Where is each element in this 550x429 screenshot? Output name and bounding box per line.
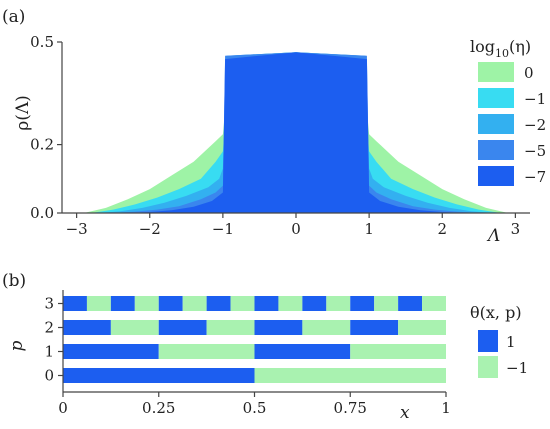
heatmap-cell <box>158 344 255 359</box>
y-tick-label: 3 <box>44 295 54 313</box>
heatmap-cell <box>398 320 446 335</box>
heatmap-cell <box>302 296 327 311</box>
heatmap-cell <box>230 296 255 311</box>
x-tick-label: 0.5 <box>243 399 267 417</box>
x-tick-label: −2 <box>139 220 161 238</box>
legend-swatch <box>478 166 514 186</box>
panel-b-legend: θ(x, p) 1−1 <box>470 303 528 378</box>
legend-swatch <box>478 114 514 134</box>
heatmap-cell <box>398 296 423 311</box>
panel-a: (a) −3 −2 −1 0 1 2 3 0.0 0.2 0.5 ρ(Λ) Λ log10(η) … <box>2 7 546 246</box>
heatmap-cell <box>206 320 255 335</box>
y-tick-label: 0 <box>44 367 54 385</box>
heatmap-cell <box>63 296 87 311</box>
legend-label: −5 <box>524 142 546 160</box>
panel-b-ylabel: p <box>7 340 27 351</box>
heatmap-cell <box>110 296 135 311</box>
heatmap-cell <box>86 296 111 311</box>
y-tick-label: 1 <box>44 343 54 361</box>
heatmap-cell <box>350 296 375 311</box>
y-tick-label: 2 <box>44 319 54 337</box>
panel-b-legend-items: 1−1 <box>478 330 528 378</box>
panel-b-axes: 0 0.25 0.5 0.75 1 3 2 1 0 <box>44 290 451 417</box>
x-tick-label: 1 <box>364 220 374 238</box>
heatmap-cell <box>254 296 279 311</box>
panel-a-xlabel: Λ <box>486 226 500 246</box>
heatmap-cell <box>63 320 111 335</box>
heatmap-cell <box>63 344 159 359</box>
panel-a-legend-items: 0 −1 −2 −5 −7 <box>478 62 546 186</box>
heatmap-cell <box>350 344 446 359</box>
x-tick-label: 2 <box>437 220 447 238</box>
y-tick-label: 0.0 <box>30 204 54 222</box>
heatmap-cell <box>158 296 183 311</box>
x-tick-label: 0 <box>58 399 68 417</box>
legend-swatch <box>478 88 514 108</box>
legend-label: −1 <box>524 90 546 108</box>
panel-b-rows <box>63 296 446 383</box>
heatmap-cell <box>134 296 159 311</box>
legend-title-base: log <box>470 37 495 56</box>
panel-b-label: (b) <box>2 271 26 291</box>
legend-swatch <box>478 356 498 378</box>
heatmap-cell <box>326 296 351 311</box>
heatmap-cell <box>350 320 399 335</box>
heatmap-cell <box>422 296 446 311</box>
series-area-4 <box>127 52 465 213</box>
panel-a-legend-title: log10(η) <box>470 37 531 60</box>
heatmap-cell <box>302 320 351 335</box>
x-tick-label: 0.75 <box>334 399 367 417</box>
legend-title-sub: 10 <box>495 47 509 60</box>
heatmap-cell <box>374 296 399 311</box>
legend-label: −1 <box>506 359 528 377</box>
x-tick-label: −3 <box>66 220 88 238</box>
heatmap-cell <box>182 296 207 311</box>
legend-swatch <box>478 330 498 352</box>
x-tick-label: 0 <box>291 220 301 238</box>
heatmap-cell <box>254 344 351 359</box>
legend-title-arg: (η) <box>509 37 531 56</box>
legend-swatch <box>478 62 514 82</box>
legend-label: 0 <box>524 64 534 82</box>
panel-b-legend-title: θ(x, p) <box>470 303 522 322</box>
legend-label: −2 <box>524 116 546 134</box>
heatmap-cell <box>254 320 303 335</box>
heatmap-cell <box>63 368 255 383</box>
panel-a-ylabel: ρ(Λ) <box>13 95 33 131</box>
x-tick-label: 1 <box>441 399 451 417</box>
y-tick-label: 0.2 <box>30 136 54 154</box>
heatmap-cell <box>254 368 446 383</box>
legend-label: −7 <box>524 168 546 186</box>
heatmap-cell <box>278 296 303 311</box>
x-tick-label: −1 <box>212 220 234 238</box>
x-tick-label: 0.25 <box>142 399 175 417</box>
panel-a-label: (a) <box>2 7 25 27</box>
panel-a-series-group <box>83 52 509 213</box>
heatmap-cell <box>110 320 159 335</box>
panel-a-legend: log10(η) 0 −1 −2 −5 −7 <box>470 37 546 186</box>
heatmap-cell <box>206 296 231 311</box>
x-tick-label: 3 <box>511 220 521 238</box>
panel-a-axes: −3 −2 −1 0 1 2 3 0.0 0.2 0.5 <box>30 33 530 238</box>
legend-swatch <box>478 140 514 160</box>
panel-b-xlabel: x <box>400 403 410 423</box>
heatmap-cell <box>158 320 207 335</box>
y-tick-label: 0.5 <box>30 33 54 51</box>
legend-label: 1 <box>506 333 516 351</box>
